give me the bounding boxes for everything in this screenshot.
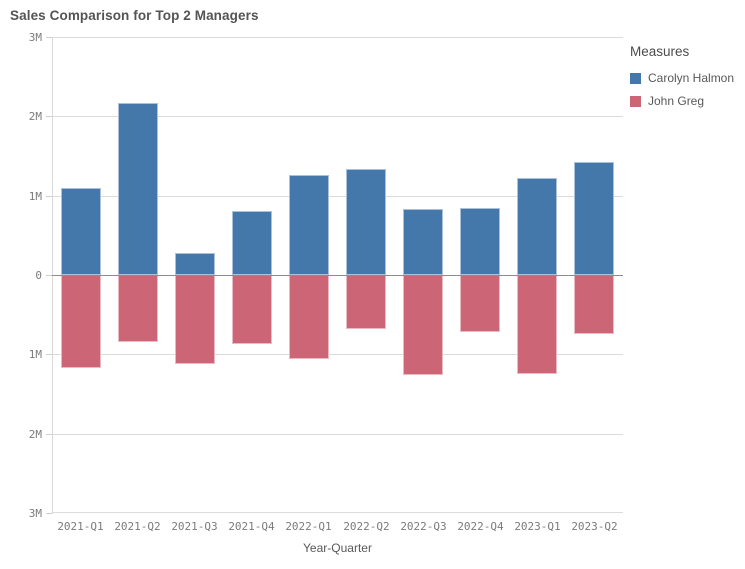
- x-tick-label-2022-Q2: 2022-Q2: [343, 520, 390, 533]
- y-tick-label: 2M: [28, 110, 42, 123]
- bar-john-greg-2021-Q2[interactable]: [118, 275, 158, 342]
- y-tick-label: 0: [35, 269, 42, 282]
- x-tick-label-2022-Q4: 2022-Q4: [457, 520, 504, 533]
- y-tick-label: 2M: [28, 428, 42, 441]
- y-tick-mark: [46, 434, 52, 435]
- legend-swatch-icon: [630, 72, 641, 84]
- plot-area: [52, 37, 623, 513]
- bar-carolyn-halmon-2021-Q3[interactable]: [175, 253, 215, 275]
- bar-john-greg-2021-Q1[interactable]: [61, 275, 101, 368]
- y-tick-mark: [46, 196, 52, 197]
- bar-john-greg-2023-Q2[interactable]: [574, 275, 614, 334]
- gridline: [52, 434, 623, 435]
- y-tick-mark: [46, 354, 52, 355]
- x-tick-label-2021-Q2: 2021-Q2: [114, 520, 161, 533]
- x-tick-label-2021-Q4: 2021-Q4: [228, 520, 275, 533]
- legend-swatch-icon: [630, 95, 641, 107]
- x-tick-label-2021-Q1: 2021-Q1: [57, 520, 104, 533]
- bar-carolyn-halmon-2022-Q1[interactable]: [289, 175, 329, 275]
- y-tick-label: 1M: [28, 348, 42, 361]
- bar-carolyn-halmon-2022-Q3[interactable]: [403, 209, 443, 275]
- bar-john-greg-2022-Q4[interactable]: [460, 275, 500, 332]
- y-tick-label: 3M: [28, 31, 42, 44]
- x-tick-label-2022-Q3: 2022-Q3: [400, 520, 447, 533]
- legend: Measures Carolyn Halmon John Greg: [630, 44, 742, 117]
- x-tick-label-2022-Q1: 2022-Q1: [285, 520, 332, 533]
- y-tick-mark: [46, 37, 52, 38]
- legend-title: Measures: [630, 44, 690, 59]
- bar-carolyn-halmon-2023-Q2[interactable]: [574, 162, 614, 275]
- zero-axis-line: [52, 275, 623, 276]
- y-tick-label: 3M: [28, 507, 42, 520]
- bar-john-greg-2022-Q3[interactable]: [403, 275, 443, 375]
- x-axis-title: Year-Quarter: [303, 541, 372, 555]
- bar-carolyn-halmon-2022-Q4[interactable]: [460, 208, 500, 275]
- y-tick-mark: [46, 513, 52, 514]
- legend-item-carolyn-halmon[interactable]: Carolyn Halmon: [630, 71, 742, 85]
- gridline: [52, 196, 623, 197]
- bar-john-greg-2022-Q2[interactable]: [346, 275, 386, 329]
- bar-carolyn-halmon-2021-Q1[interactable]: [61, 188, 101, 275]
- chart-title: Sales Comparison for Top 2 Managers: [10, 8, 259, 23]
- legend-item-john-greg[interactable]: John Greg: [630, 94, 742, 108]
- gridline: [52, 354, 623, 355]
- bar-carolyn-halmon-2021-Q2[interactable]: [118, 103, 158, 275]
- x-tick-label-2023-Q2: 2023-Q2: [571, 520, 618, 533]
- gridline: [52, 37, 623, 38]
- bar-john-greg-2022-Q1[interactable]: [289, 275, 329, 359]
- legend-item-label: Carolyn Halmon: [648, 71, 735, 85]
- gridline: [52, 116, 623, 117]
- bar-carolyn-halmon-2022-Q2[interactable]: [346, 169, 386, 275]
- bar-john-greg-2021-Q3[interactable]: [175, 275, 215, 364]
- legend-item-label: John Greg: [648, 94, 705, 108]
- y-tick-label: 1M: [28, 190, 42, 203]
- x-tick-label-2021-Q3: 2021-Q3: [171, 520, 218, 533]
- gridline: [52, 512, 623, 513]
- bar-carolyn-halmon-2023-Q1[interactable]: [517, 178, 557, 275]
- y-tick-mark: [46, 116, 52, 117]
- bar-john-greg-2021-Q4[interactable]: [232, 275, 272, 344]
- bar-carolyn-halmon-2021-Q4[interactable]: [232, 211, 272, 275]
- y-tick-mark: [46, 275, 52, 276]
- x-tick-label-2023-Q1: 2023-Q1: [514, 520, 561, 533]
- bar-john-greg-2023-Q1[interactable]: [517, 275, 557, 374]
